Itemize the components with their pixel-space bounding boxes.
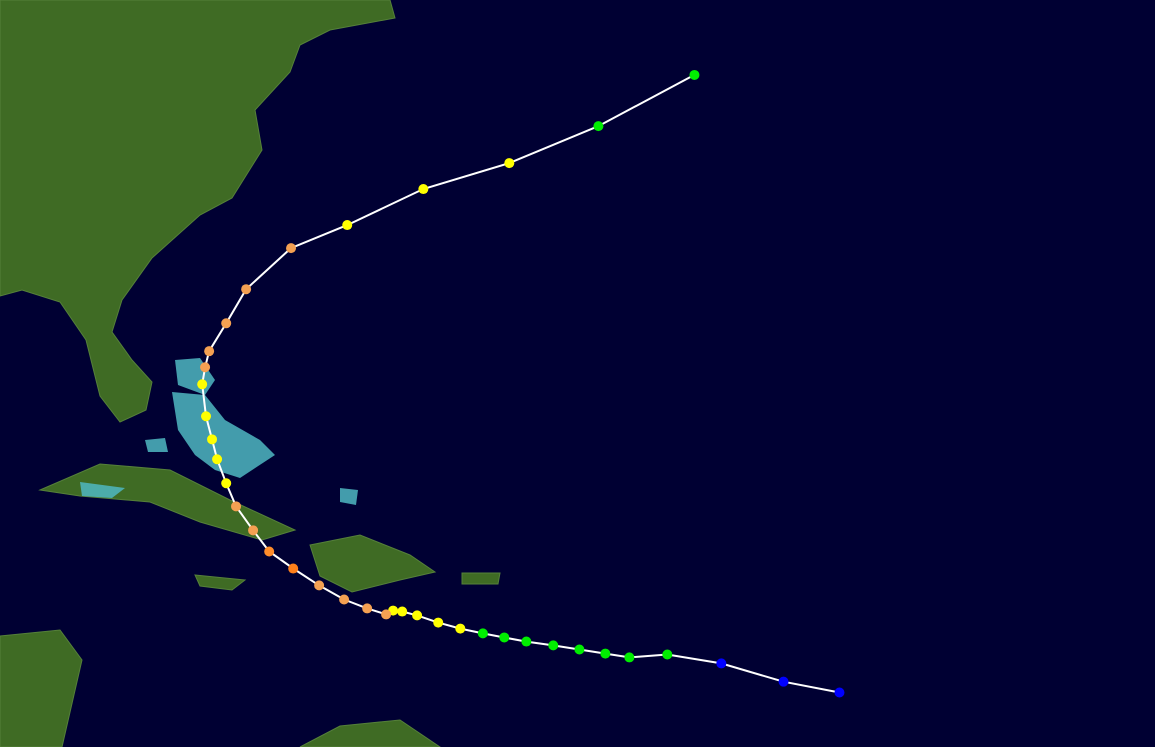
cuba [38,463,297,541]
track-point [593,121,604,132]
track-point [221,318,232,329]
track-point [221,478,232,489]
central-america [0,629,83,747]
track-point [418,184,429,195]
track-point [521,636,532,647]
track-point [342,220,353,231]
track-point [412,610,423,621]
track-point [624,652,635,663]
track-point [212,454,223,465]
track-point [201,411,212,422]
bahamas-banks [340,488,358,505]
storm-track [197,69,845,698]
jamaica [194,574,247,591]
track-point [264,546,275,557]
track-point [600,648,611,659]
track-point [231,501,242,512]
track-point [197,379,208,390]
landmasses [0,0,501,747]
track-point [314,580,325,591]
track-point [397,606,408,617]
bahamas-banks [172,392,275,478]
track-point [286,243,297,254]
track-point [455,623,466,634]
track-point [499,632,510,643]
track-point [548,640,559,651]
cuba-shelf [80,482,125,498]
puerto-rico [461,572,501,585]
track-point [381,609,392,620]
track-point [504,158,515,169]
track-point [433,617,444,628]
track-point [207,434,218,445]
track-point [339,594,350,605]
track-point [662,649,673,660]
track-point [248,525,259,536]
track-point [574,644,585,655]
track-point [362,603,373,614]
south-america [299,719,441,747]
track-point [477,628,488,639]
track-point [716,658,727,669]
bahamas-banks [145,438,168,452]
track-point [204,346,215,357]
track-point [689,69,700,80]
track-point [778,676,789,687]
track-point [241,284,252,295]
hispaniola [309,534,437,593]
track-point [834,687,845,698]
track-point [288,563,299,574]
track-point [200,362,211,373]
north-america [0,0,396,423]
